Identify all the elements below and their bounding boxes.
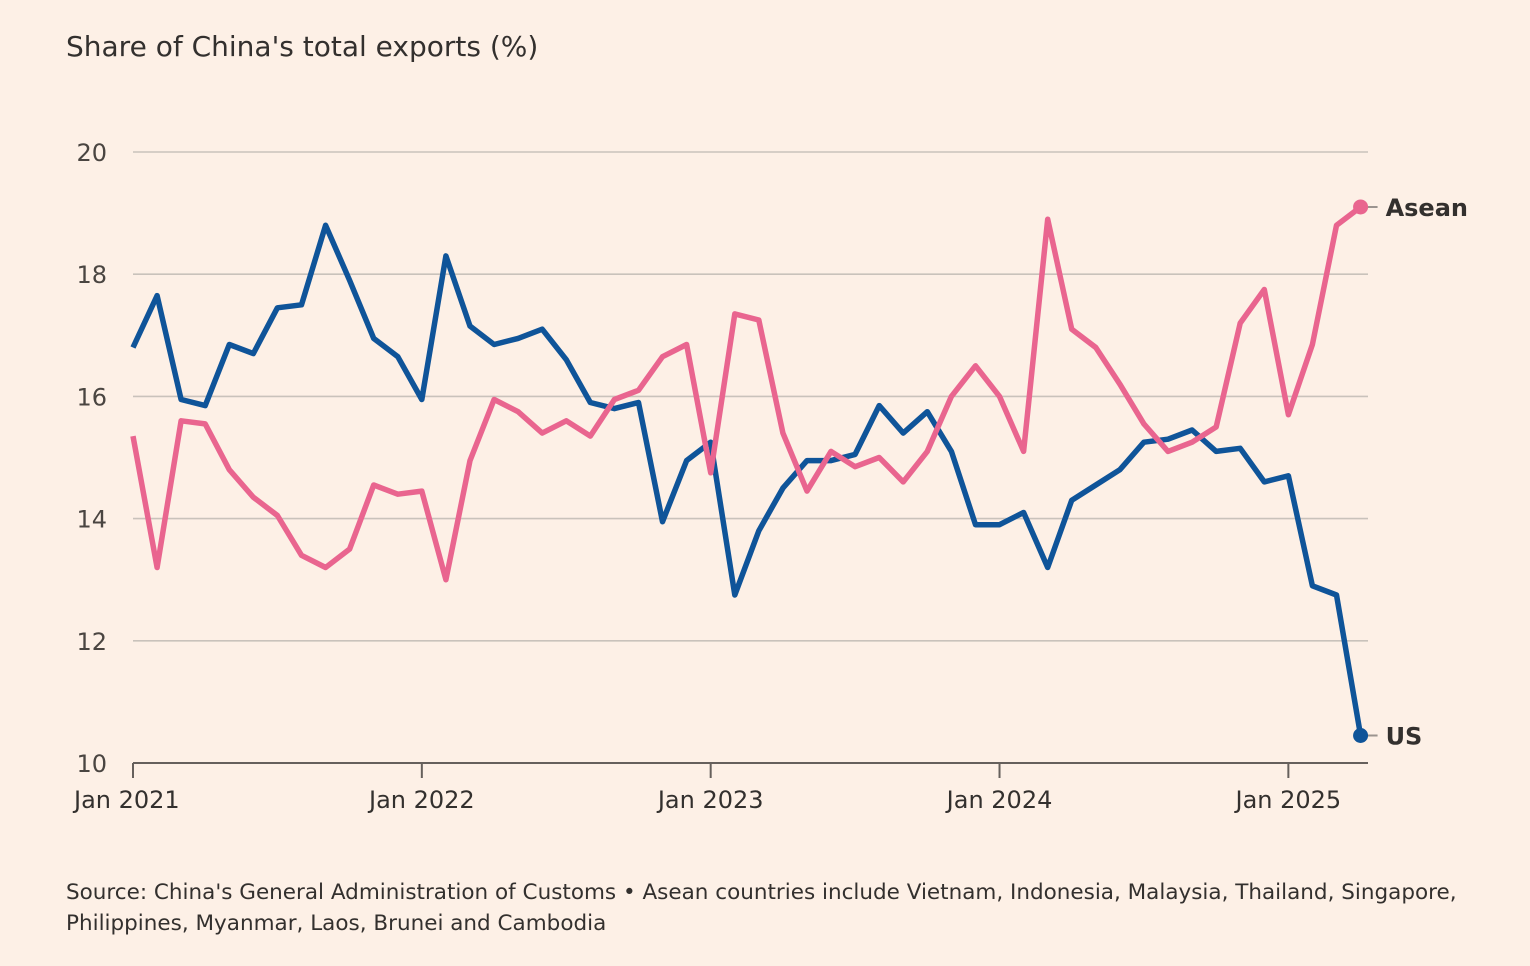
y-tick-label: 14 — [76, 506, 107, 534]
series-line-asean — [130, 204, 1363, 583]
y-tick-label: 20 — [76, 139, 107, 167]
x-tick-label: Jan 2024 — [945, 786, 1053, 814]
series-end-labels: US Asean — [1353, 194, 1468, 751]
x-tick-label: Jan 2023 — [656, 786, 764, 814]
x-tick-label: Jan 2025 — [1234, 786, 1342, 814]
source-note: Source: China's General Administration o… — [66, 880, 1457, 936]
end-point-us — [1353, 728, 1369, 744]
series-line-us — [130, 222, 1364, 736]
gridlines — [133, 151, 1368, 642]
chart-title: Share of China's total exports (%) — [66, 30, 539, 63]
x-tick-label: Jan 2022 — [367, 786, 475, 814]
series-label-us: US — [1386, 723, 1423, 751]
x-axis: Jan 2021 Jan 2022 Jan 2023 Jan 2024 Jan 2025 — [72, 762, 1368, 814]
series-lines — [130, 204, 1364, 736]
y-tick-label: 16 — [76, 383, 107, 411]
x-tick-label: Jan 2021 — [72, 786, 180, 814]
y-tick-label: 10 — [76, 750, 107, 778]
y-tick-label: 12 — [76, 628, 107, 656]
y-tick-label: 18 — [76, 261, 107, 289]
line-chart: Jan 2021 Jan 2022 Jan 2023 Jan 2024 Jan 2025… — [72, 139, 1468, 814]
end-point-asean — [1353, 199, 1369, 215]
series-label-asean: Asean — [1386, 194, 1468, 222]
y-axis-labels: 10 12 14 16 18 20 — [76, 139, 107, 778]
